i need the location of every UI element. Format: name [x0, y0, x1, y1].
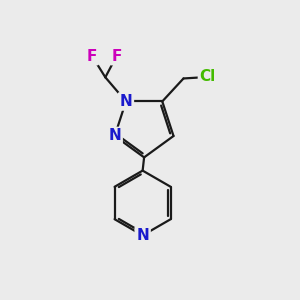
Text: N: N: [120, 94, 132, 109]
Text: Cl: Cl: [200, 70, 216, 85]
Text: F: F: [87, 49, 97, 64]
Text: N: N: [136, 228, 149, 243]
Text: N: N: [108, 128, 121, 143]
Text: F: F: [111, 49, 122, 64]
